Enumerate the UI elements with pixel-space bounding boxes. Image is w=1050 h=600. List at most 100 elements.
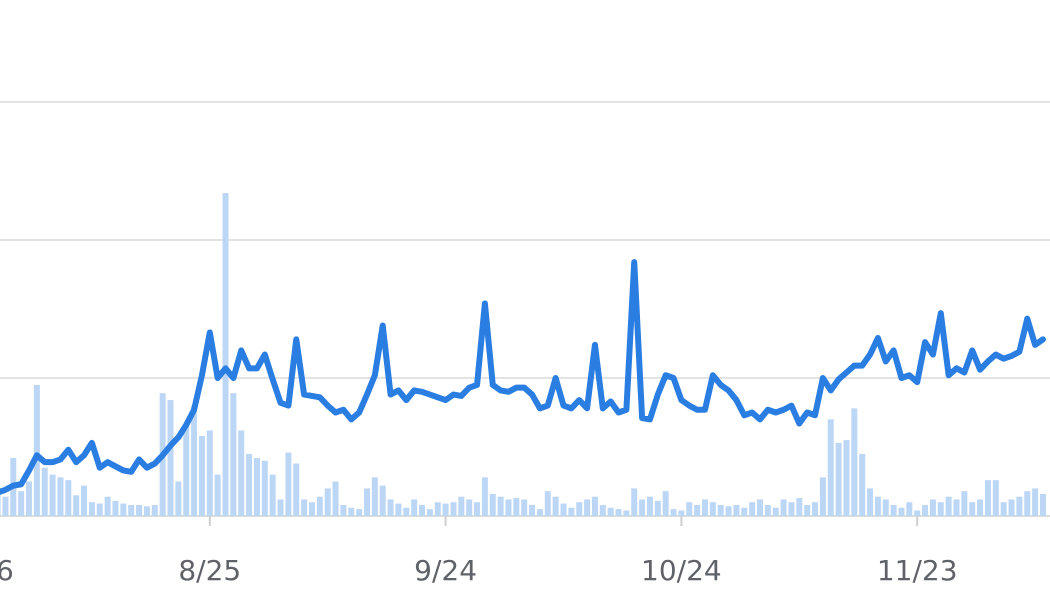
bar [898,507,905,516]
bar [2,496,9,516]
bar [411,499,418,516]
bar [929,499,936,516]
bar [222,193,229,516]
bar [395,503,402,516]
bar [33,384,40,516]
bar [175,481,182,516]
bar [505,499,512,516]
bar [890,504,897,516]
bar [308,502,315,516]
bar [764,504,771,516]
bar [607,507,614,516]
bar [623,510,630,516]
bar [694,504,701,516]
bar [812,502,819,516]
bar [261,460,268,516]
bar [513,498,520,516]
bar [387,499,394,516]
x-tick-label: 11/23 [877,554,958,587]
bar [529,504,536,516]
bar [128,504,135,516]
bar [639,499,646,516]
bar [945,496,952,516]
line [0,259,1046,495]
bar [450,502,457,516]
bar [379,485,386,516]
bar [819,477,826,516]
bar [0,488,1,516]
bar [183,424,190,516]
bar [434,502,441,516]
bar [796,498,803,516]
bar [576,502,583,516]
bar [1024,491,1031,516]
bar [371,477,378,516]
bar [772,507,779,516]
bar [324,488,331,516]
bar [843,440,850,516]
bar [332,481,339,516]
bar [238,430,245,516]
bar [937,502,944,516]
bar [1008,499,1015,516]
bar [867,488,874,516]
bar [757,499,763,516]
bar [246,453,253,516]
bar [717,504,724,516]
bar [851,408,858,516]
bar [560,503,567,516]
bar [214,474,221,516]
bar [81,485,88,516]
bar [584,499,591,516]
bar [49,474,56,516]
bar [1016,496,1023,516]
bar [741,507,748,516]
bar [953,499,960,516]
bar [301,499,308,516]
bar [419,504,426,516]
bar [804,504,811,516]
bar [466,499,473,516]
bar [992,480,999,516]
bar [827,419,834,516]
bar [230,393,237,516]
bar [198,435,205,516]
bar [285,452,292,516]
bar [662,491,669,516]
bar [686,502,693,516]
bar [552,496,559,516]
bar [136,504,143,516]
bar [725,506,732,516]
bar [859,453,866,516]
bar [269,474,276,516]
bar [835,442,842,516]
bar [104,496,111,516]
bar [356,509,363,516]
bar [348,507,355,516]
bar [654,500,661,516]
bar [961,491,968,516]
x-tick-label: 6 [0,554,14,587]
bar [1000,502,1007,516]
bar [906,502,913,516]
bar [26,481,33,516]
x-tick-label: 8/25 [178,554,241,587]
bar [442,503,449,516]
bar [544,491,551,516]
bar [780,499,787,516]
bar [678,510,685,516]
bar [96,503,103,516]
bar [474,502,481,516]
bar [670,509,677,516]
bar [73,495,80,516]
bar [615,509,622,516]
bar [733,504,740,516]
bar [536,509,543,516]
bar [1039,493,1046,516]
bar [426,509,433,516]
x-tick-label: 9/24 [414,554,477,587]
bar [403,507,410,516]
bar [57,477,64,516]
bar [882,499,889,516]
